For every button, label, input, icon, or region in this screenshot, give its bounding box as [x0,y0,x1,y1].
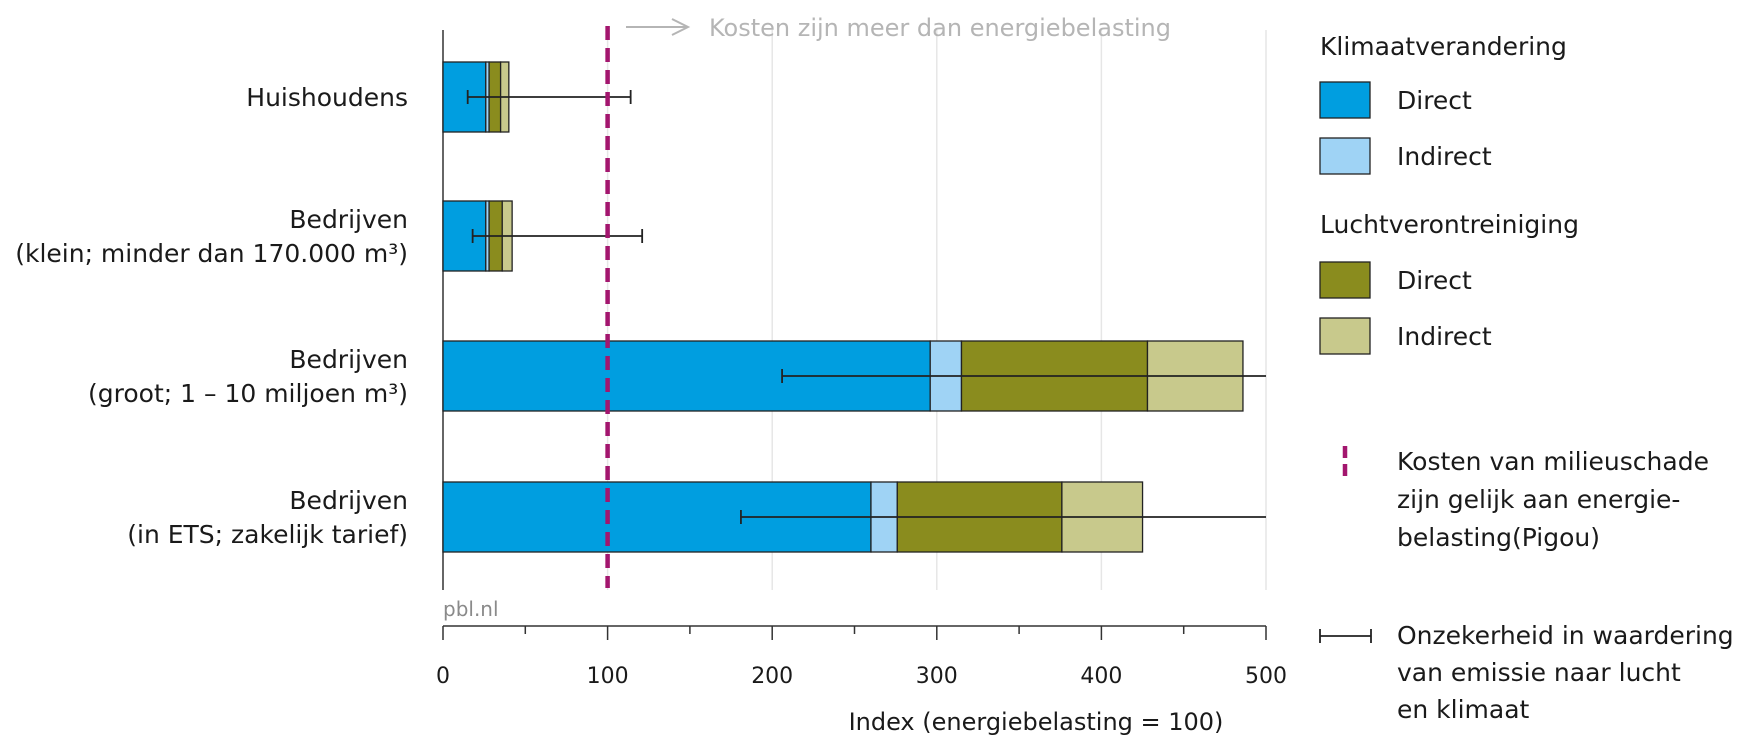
legend-reference-line-label-2: belasting(Pigou) [1397,523,1600,552]
category-label-3-line-1: (in ETS; zakelijk tarief) [127,520,408,549]
legend-error-bar-label-0: Onzekerheid in waardering [1397,621,1734,650]
legend-swatch-0-0 [1319,81,1371,119]
legend-item-0-0: Direct [1397,86,1472,115]
x-tick-label-400: 400 [1080,664,1122,689]
category-label-2-line-1: (groot; 1 – 10 miljoen m³) [88,379,408,408]
legend-swatch-0-1 [1319,137,1371,175]
legend-group-title-0: Klimaatverandering [1320,32,1567,61]
category-label-1-line-0: Bedrijven [289,205,408,234]
category-label-1-line-1: (klein; minder dan 170.000 m³) [15,239,408,268]
x-tick-label-500: 500 [1245,664,1287,689]
legend-item-1-0: Direct [1397,266,1472,295]
legend-reference-line-label-1: zijn gelijk aan energie- [1397,485,1680,514]
legend-reference-line-label-0: Kosten van milieuschade [1397,447,1709,476]
annotation-text: Kosten zijn meer dan energiebelasting [709,14,1171,42]
source-label: pbl.nl [443,597,499,621]
category-label-2-line-0: Bedrijven [289,345,408,374]
legend-swatch-1-1 [1319,317,1371,355]
legend-swatch-1-0 [1319,261,1371,299]
legend-item-0-1: Indirect [1397,142,1492,171]
category-label-0: Huishoudens [246,83,408,112]
legend-error-bar-label-1: van emissie naar lucht [1397,658,1681,687]
x-tick-label-300: 300 [916,664,958,689]
annotation-arrow-head [671,18,691,36]
legend-error-bar-label-2: en klimaat [1397,695,1530,724]
x-tick-label-100: 100 [587,664,629,689]
legend-group-title-1: Luchtverontreiniging [1320,210,1579,239]
x-tick-label-0: 0 [436,664,450,689]
category-label-3-line-0: Bedrijven [289,486,408,515]
x-axis-title: Index (energiebelasting = 100) [849,708,1224,736]
x-tick-label-200: 200 [751,664,793,689]
legend-item-1-1: Indirect [1397,322,1492,351]
